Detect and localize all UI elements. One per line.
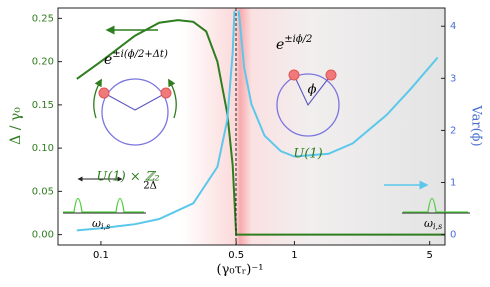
x-tick-label: 1 [291,250,297,261]
phase-angle: ϕ [308,83,317,98]
sup: ±iϕ/2 [284,34,312,45]
y-tick-label: 0.05 [32,186,54,197]
x-axis-label: (γ₀τᵣ)⁻¹ [217,263,264,278]
right-phase: e±iϕ/2 [276,34,312,54]
left-symmetry: U(1) × ℤ₂ [96,170,159,185]
left-inset [63,78,177,214]
y-tick-label: 0.00 [32,230,54,241]
y2-tick-label: 0 [450,230,456,241]
y2-tick-label: 3 [450,73,456,84]
series-line [76,10,439,232]
left-phase: e±i(ϕ/2+Δt) [104,49,168,69]
y-tick-label: 0.25 [32,13,54,24]
base: ω [92,217,101,230]
y2-tick-label: 2 [450,125,456,136]
y-tick-label: 0.15 [32,100,54,111]
splitting-label: 2Δ [143,181,157,192]
base: ω [424,217,433,230]
x-tick-label: 0.5 [228,250,244,261]
y2-tick-label: 1 [450,177,456,188]
frame [57,7,446,246]
y-tick-label: 0.10 [32,143,54,154]
base: e [104,52,112,68]
sub: i,s [101,222,110,231]
y-tick-label: 0.20 [32,57,54,68]
x-tick-label: 5 [426,250,432,261]
series-line [76,19,445,236]
x-tick-label: 0.1 [93,250,109,261]
sub: i,s [433,222,442,231]
right-inset [276,69,470,214]
left-freq: ωi,s [92,217,110,231]
y2-tick-label: 4 [450,21,456,32]
sup: ±i(ϕ/2+Δt) [112,49,168,60]
y-axis-label: Δ / γ₀ [8,107,24,145]
right-symmetry: U(1) [293,147,322,162]
base: e [276,37,284,53]
y2-axis-label: Var(ϕ̇) [469,104,484,146]
plot [76,10,445,236]
right-freq: ωi,s [424,217,442,231]
